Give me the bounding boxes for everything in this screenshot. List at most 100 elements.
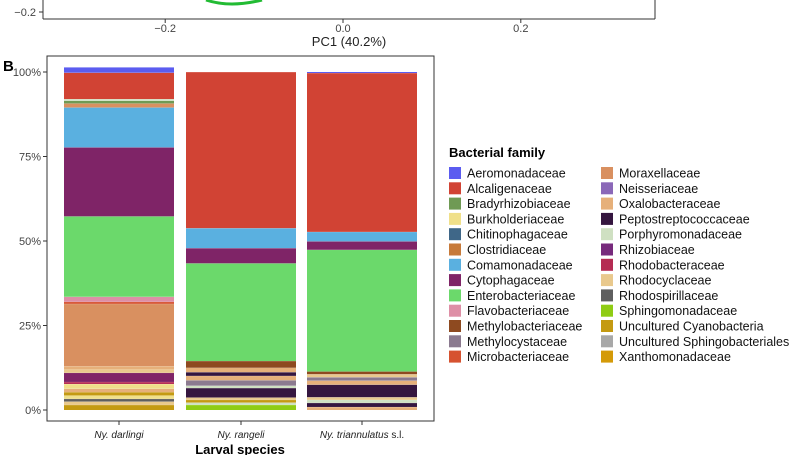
bar-segment-uncultured-cyanobacteria (64, 404, 174, 410)
legend-item-peptostreptococcaceae: Peptostreptococcaceae (601, 212, 750, 226)
legend-label: Bradyrhizobiaceae (467, 197, 571, 211)
bar-segment-cytophagaceae (64, 372, 174, 382)
legend-label: Porphyromonadaceae (619, 228, 742, 242)
legend-label: Rhodobacteraceae (619, 258, 725, 272)
bar-segment-rhodocyclaceae (64, 369, 174, 373)
legend-item-burkholderiaceae: Burkholderiaceae (449, 212, 564, 226)
bar-segment-oxalobacteraceae (307, 406, 417, 410)
legend-swatch (449, 350, 461, 363)
legend-title: Bacterial family (449, 145, 546, 160)
legend-label: Uncultured Cyanobacteria (619, 320, 764, 334)
legend-swatch (449, 258, 461, 271)
legend-label: Enterobacteriaceae (467, 289, 575, 303)
bar-segment-oxalobacteraceae (186, 375, 296, 381)
legend-label: Comamonadaceae (467, 258, 573, 272)
bar-segment-methylocystaceae (186, 380, 296, 386)
legend-swatch (601, 289, 613, 302)
bar-segment-enterobacteriaceae (186, 263, 296, 361)
legend-swatch (449, 243, 461, 256)
bar-segment-aeromonadaceae (307, 72, 417, 74)
legend-swatch (449, 228, 461, 241)
bar-segment-rhodospirillaceae (64, 398, 174, 402)
bar-segment-porphyromonadaceae (307, 399, 417, 403)
legend-item-enterobacteriaceae: Enterobacteriaceae (449, 289, 575, 303)
species-name: Ny. rangeli (217, 430, 265, 441)
legend-swatch (601, 228, 613, 241)
species-name: Ny. darlingi (94, 430, 144, 441)
legend-item-alcaligenaceae: Alcaligenaceae (449, 182, 552, 196)
bar-segment-peptostreptococcaceae (307, 384, 417, 398)
bar-segment-sphingomonadaceae (186, 404, 296, 410)
bar-segment-flavobacteriaceae (64, 296, 174, 302)
legend-label: Cytophagaceae (467, 274, 555, 288)
bar-segment-comamonadaceae (186, 228, 296, 249)
legend-swatch (449, 212, 461, 225)
bar-segment-burkholderiaceae (64, 395, 174, 399)
legend-item-bradyrhizobiaceae: Bradyrhizobiaceae (449, 197, 571, 211)
legend-label: Microbacteriaceae (467, 350, 569, 364)
bar-segment-rhodocyclaceae (307, 397, 417, 400)
bar-segment-uncultured-cyanobacteria (64, 392, 174, 396)
bar-segment-oxalobacteraceae (307, 380, 417, 385)
bar-ny-triannulatus-s-l (307, 72, 417, 410)
legend-swatch (601, 304, 613, 317)
legend-item-porphyromonadaceae: Porphyromonadaceae (601, 228, 742, 242)
top-panel: −0.2 −0.2 0.0 0.2 PC1 (40.2%) (14, 0, 656, 49)
legend-item-methylocystaceae: Methylocystaceae (449, 335, 567, 349)
y-tick-label: 75% (19, 152, 41, 164)
legend-swatch (449, 289, 461, 302)
legend-label: Oxalobacteraceae (619, 197, 721, 211)
bar-segment-peptostreptococcaceae (186, 388, 296, 398)
legend-swatch (449, 182, 461, 195)
bar-segment-burkholderiaceae (64, 383, 174, 389)
bar-segment-cytophagaceae (64, 147, 174, 217)
bar-segment-microbacteriaceae (64, 301, 174, 304)
bar-segment-porphyromonadaceae (64, 99, 174, 101)
stacked-bars (64, 67, 417, 410)
bar-segment-rhodocyclaceae (186, 397, 296, 400)
legend-label: Burkholderiaceae (467, 212, 564, 226)
legend-item-rhodospirillaceae: Rhodospirillaceae (601, 289, 718, 303)
legend-item-oxalobacteraceae: Oxalobacteraceae (601, 197, 721, 211)
legend-item-xanthomonadaceae: Xanthomonadaceae (601, 350, 731, 364)
legend-label: Sphingomonadaceae (619, 304, 737, 318)
legend-swatch (601, 212, 613, 225)
x-tick-label-ny-triannulatus-s-l: Ny. triannulatus s.l. (320, 430, 404, 441)
top-panel-x-axis-title: PC1 (40.2%) (312, 34, 386, 49)
y-tick-label: 100% (13, 67, 41, 79)
legend-label: Flavobacteriaceae (467, 304, 569, 318)
species-suffix: s.l. (389, 430, 405, 441)
top-panel-x-axis: −0.2 0.0 0.2 (154, 19, 528, 35)
legend-swatch (601, 320, 613, 332)
bar-segment-bradyrhizobiaceae (64, 100, 174, 104)
bar-segment-comamonadaceae (307, 231, 417, 242)
legend-label: Methylobacteriaceae (467, 320, 582, 334)
x-axis-title: Larval species (195, 442, 285, 455)
legend-swatch (449, 197, 461, 210)
bar-segment-porphyromonadaceae (186, 402, 296, 405)
bar-segment-enterobacteriaceae (64, 216, 174, 297)
legend-swatch (601, 274, 613, 287)
bar-segment-moraxellaceae (64, 103, 174, 108)
legend-swatch (449, 274, 461, 287)
y-tick-label: 0% (25, 405, 41, 417)
legend-item-flavobacteriaceae: Flavobacteriaceae (449, 304, 569, 318)
bar-segment-methylobacteriaceae (186, 360, 296, 368)
top-x-tick-label: 0.0 (335, 23, 350, 35)
legend-label: Chitinophagaceae (467, 228, 568, 242)
bar-segment-methylocystaceae (307, 377, 417, 381)
legend-item-uncultured-sphingobacteriales: Uncultured Sphingobacteriales (601, 335, 789, 349)
bar-segment-rhodocyclaceae (307, 374, 417, 378)
legend-item-methylobacteriaceae: Methylobacteriaceae (449, 320, 582, 334)
legend-swatch (601, 167, 613, 179)
legend-swatch (449, 320, 461, 332)
legend-item-aeromonadaceae: Aeromonadaceae (449, 167, 566, 181)
y-axis: 0% 25% 50% 75% 100% (13, 67, 47, 417)
top-x-tick-label: −0.2 (154, 23, 176, 35)
x-tick-label-ny-darlingi: Ny. darlingi (94, 430, 144, 441)
legend-item-uncultured-cyanobacteria: Uncultured Cyanobacteria (601, 320, 764, 334)
legend-label: Neisseriaceae (619, 182, 698, 196)
legend-item-clostridiaceae: Clostridiaceae (449, 243, 546, 257)
